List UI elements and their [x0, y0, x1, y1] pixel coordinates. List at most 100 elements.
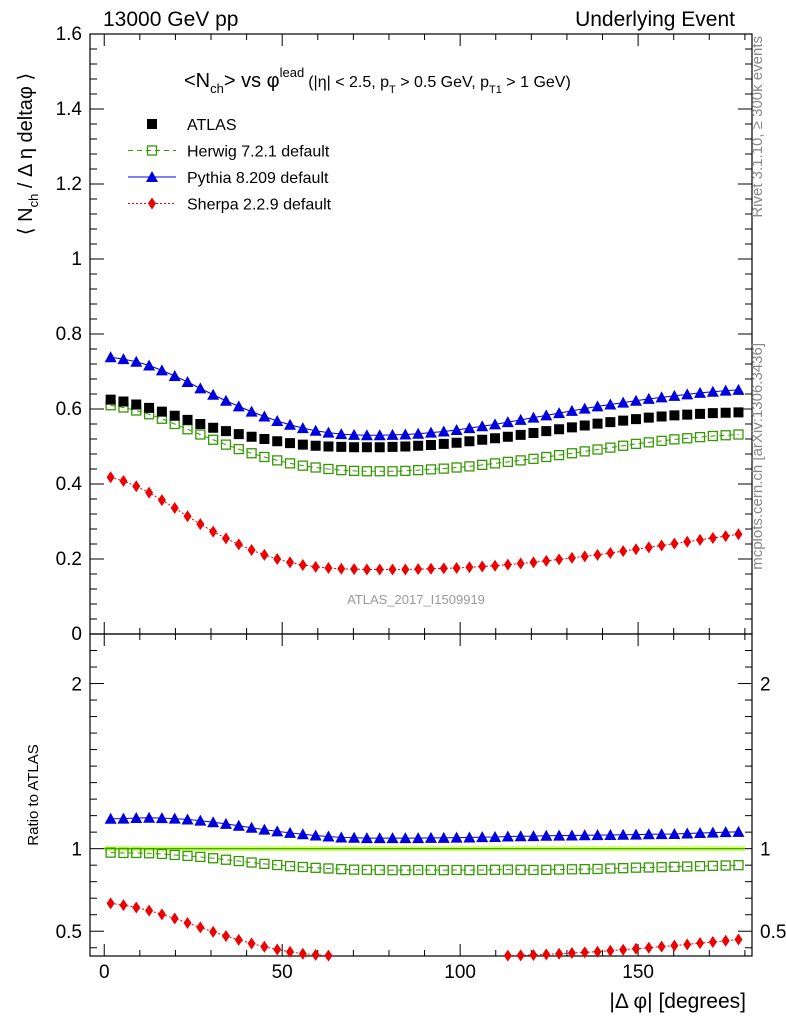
- data-point: [350, 563, 359, 576]
- data-point: [617, 396, 630, 408]
- ratio-data-point: [297, 861, 308, 873]
- data-point: [694, 386, 707, 398]
- ratio-data-point: [425, 864, 437, 876]
- ratio-data-point: [605, 863, 616, 874]
- title-cuts-sub: T: [389, 84, 396, 96]
- data-point: [143, 359, 156, 371]
- data-point: [348, 465, 360, 477]
- data-point: [541, 451, 552, 463]
- data-point: [182, 424, 193, 435]
- data-point: [642, 392, 655, 404]
- ratio-data-point: [207, 853, 219, 864]
- title-cuts: > 0.5 GeV, p: [396, 74, 489, 91]
- ratio-data-point: [286, 945, 295, 958]
- data-point: [631, 543, 640, 556]
- data-point: [323, 463, 334, 475]
- ratio-data-point: [168, 812, 181, 824]
- data-point: [643, 437, 654, 448]
- data-point: [400, 441, 411, 452]
- ratio-data-point: [681, 827, 694, 839]
- ratio-data-point: [272, 859, 283, 871]
- data-point: [437, 425, 450, 437]
- ratio-data-point: [400, 864, 411, 876]
- data-point: [399, 428, 412, 440]
- data-point: [708, 532, 717, 544]
- ratio-data-point: [593, 945, 602, 958]
- y-tick-label: 0.8: [56, 324, 82, 345]
- data-point: [695, 408, 706, 419]
- data-point: [732, 383, 745, 395]
- ratio-data-point: [273, 943, 282, 956]
- data-point: [195, 429, 206, 440]
- data-point: [670, 537, 679, 550]
- data-point: [348, 428, 361, 440]
- data-point: [643, 412, 654, 423]
- data-point: [682, 433, 693, 444]
- data-point: [604, 398, 617, 410]
- ratio-data-point: [183, 916, 192, 929]
- data-point: [272, 436, 283, 447]
- data-point: [181, 376, 194, 387]
- data-point: [669, 410, 680, 421]
- data-point: [706, 385, 719, 397]
- data-point: [156, 406, 167, 417]
- data-point: [388, 563, 397, 576]
- data-point: [245, 405, 258, 417]
- ratio-y-tick-label-right: 2: [760, 675, 771, 696]
- title-cuts-sub: T1: [489, 84, 502, 96]
- ratio-data-point: [696, 937, 705, 950]
- x-tick-label: 150: [622, 962, 654, 983]
- legend-marker: [147, 119, 157, 129]
- data-point: [565, 404, 578, 416]
- ratio-data-point: [451, 864, 462, 876]
- ratio-data-point: [335, 831, 348, 843]
- title-part: > vs φ: [224, 70, 280, 92]
- data-point: [360, 429, 373, 441]
- data-point: [591, 400, 604, 412]
- ratio-data-point: [156, 848, 168, 860]
- ratio-data-point: [246, 857, 257, 868]
- ratio-data-point: [503, 949, 512, 962]
- data-point: [386, 428, 399, 440]
- data-point: [580, 550, 589, 563]
- data-point: [209, 525, 218, 538]
- ratio-data-point: [553, 864, 565, 875]
- data-point: [515, 455, 526, 466]
- data-point: [464, 461, 475, 472]
- ratio-data-point: [169, 849, 180, 861]
- data-point: [246, 448, 257, 459]
- data-point: [144, 402, 155, 413]
- data-point: [655, 391, 668, 403]
- legend-label: ATLAS: [187, 117, 237, 134]
- ratio-data-point: [657, 940, 666, 953]
- ratio-data-point: [489, 830, 502, 842]
- ratio-data-point: [694, 861, 706, 872]
- data-point: [579, 420, 590, 431]
- ratio-data-point: [542, 948, 551, 961]
- data-point: [361, 466, 373, 477]
- data-point: [337, 562, 346, 575]
- data-point: [477, 459, 488, 471]
- series-line-3: [110, 476, 739, 570]
- data-point: [579, 446, 590, 457]
- data-point: [349, 442, 360, 453]
- data-point: [541, 426, 552, 437]
- data-point: [451, 462, 462, 473]
- ratio-data-point: [118, 847, 129, 859]
- y-axis-label-part: / Δ η deltaφ ⟩: [15, 73, 37, 194]
- data-point: [387, 441, 398, 452]
- y-tick-label: 0.2: [56, 549, 82, 570]
- ratio-data-point: [298, 947, 307, 960]
- header-right-label: Underlying Event: [575, 8, 735, 31]
- data-point: [683, 535, 692, 548]
- legend-marker: [146, 171, 158, 182]
- ratio-data-point: [220, 854, 232, 865]
- title-cuts: (|η| < 2.5, p: [308, 74, 389, 91]
- data-point: [284, 418, 297, 430]
- ratio-data-point: [310, 862, 321, 873]
- data-point: [656, 435, 667, 447]
- data-point: [502, 431, 513, 442]
- y-tick-label: 0.6: [56, 399, 82, 420]
- ratio-data-point: [630, 862, 642, 873]
